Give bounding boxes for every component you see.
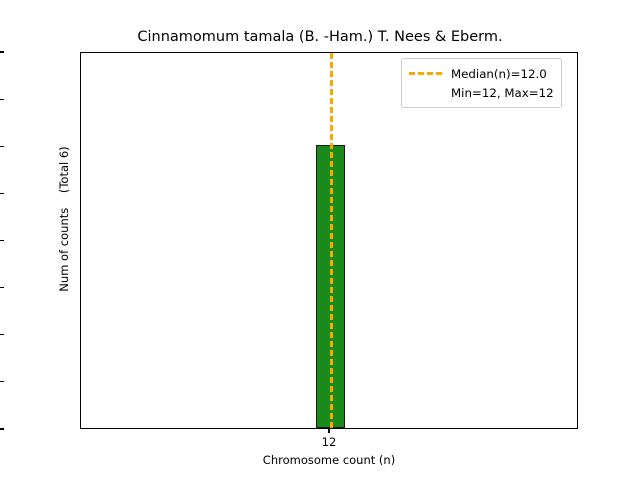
y-axis-label: Num of counts (Total 6) [57,146,71,292]
y-tick-mark [0,51,4,53]
y-tick-mark [0,334,4,336]
legend-entry: Median(n)=12.0 [409,64,554,83]
legend: Median(n)=12.0 Min=12, Max=12 [401,58,562,108]
x-axis-label: Chromosome count (n) [262,453,396,467]
legend-entry: Min=12, Max=12 [409,83,554,102]
x-tick-mark [328,429,330,433]
plot-area [80,52,578,429]
legend-dashed-line-icon [409,72,442,75]
y-tick-mark [0,192,4,194]
y-tick-mark [0,381,4,383]
y-tick-mark [0,98,4,100]
y-tick-mark [0,287,4,289]
legend-label: Median(n)=12.0 [451,66,547,81]
plot-inner [81,53,577,428]
x-tick-label: 12 [321,435,337,449]
y-tick-mark [0,239,4,242]
legend-label: Min=12, Max=12 [451,85,554,100]
y-tick-mark [0,428,4,430]
chart-title: Cinnamomum tamala (B. -Ham.) T. Nees & E… [137,29,503,45]
y-tick-mark [0,145,4,147]
median-line [330,53,333,428]
